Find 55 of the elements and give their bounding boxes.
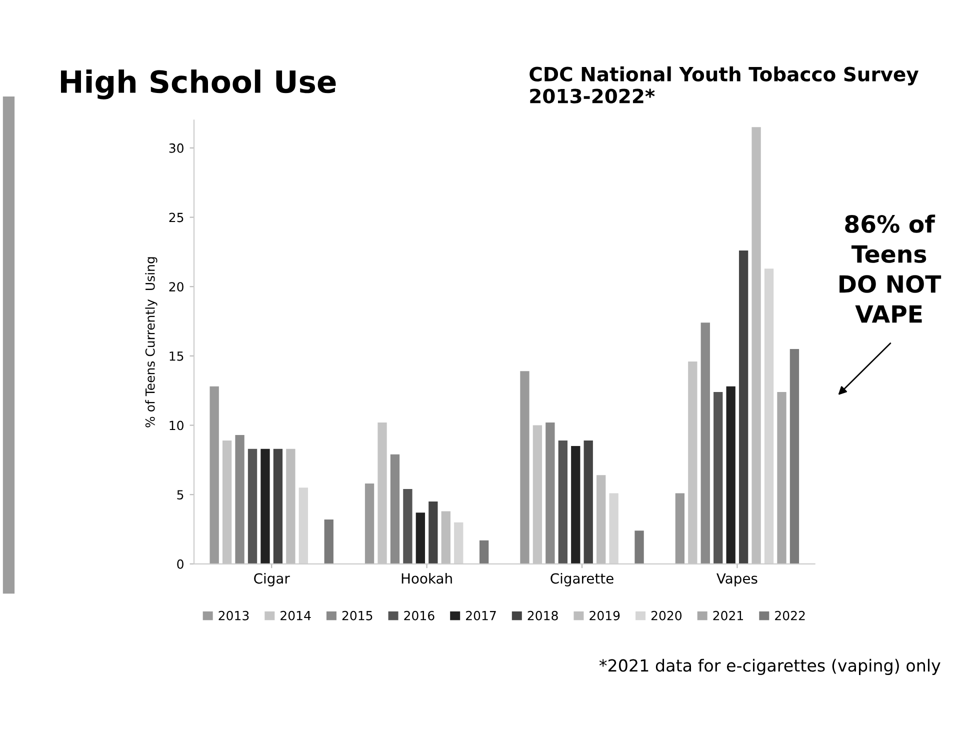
- bar: [520, 371, 530, 564]
- legend-label: 2013: [218, 610, 249, 620]
- bar: [675, 493, 685, 564]
- x-tick-label: Hookah: [402, 572, 452, 584]
- chart-title: High School Use: [61, 70, 336, 100]
- x-tick-label: Vapes: [716, 573, 758, 586]
- bar: [390, 454, 400, 564]
- text: *2021 data for e-cigarettes (vaping) only: [599, 658, 940, 675]
- bar: [596, 475, 606, 564]
- bar: [558, 440, 568, 564]
- bar: [441, 511, 450, 564]
- y-tick-label: 15: [170, 352, 184, 361]
- y-tick-label: 30: [169, 143, 184, 153]
- bar: [738, 250, 748, 564]
- bar: [210, 386, 219, 564]
- bar: [584, 440, 593, 564]
- bar: [726, 386, 736, 564]
- legend-label: 2016: [404, 610, 434, 620]
- bar: [235, 434, 244, 564]
- x-tick-label: Cigarette: [550, 572, 614, 586]
- bar: [714, 392, 723, 564]
- legend-label: 2014: [280, 610, 311, 620]
- y-axis-title: % of Teens Currently Using: [145, 257, 158, 428]
- text: 86% of Teens DO NOT VAPE: [840, 214, 942, 323]
- bar: [571, 446, 580, 564]
- y-tick-label: 0: [177, 559, 184, 569]
- bar: [752, 127, 761, 564]
- legend-label: 2019: [590, 610, 620, 620]
- bar: [248, 448, 258, 564]
- legend-label: 2017: [466, 610, 496, 620]
- bar: [777, 392, 786, 564]
- y-tick-label: 25: [169, 212, 184, 222]
- bar: [324, 520, 334, 564]
- bar: [428, 502, 438, 564]
- bar: [479, 540, 489, 564]
- x-tick-label: Cigar: [254, 572, 290, 586]
- bar: [286, 448, 296, 564]
- bar: [790, 348, 800, 564]
- legend-label: 2021: [713, 610, 743, 620]
- bar: [364, 483, 374, 564]
- bar: [700, 322, 710, 564]
- bar: [273, 448, 283, 564]
- bar: [546, 422, 555, 564]
- chart-subtitle: CDC National Youth Tobacco Survey 2013-2022*: [530, 66, 919, 104]
- bar: [634, 530, 644, 564]
- bar: [260, 448, 270, 564]
- y-tick-label: 5: [177, 490, 184, 500]
- legend-label: 2020: [651, 610, 682, 620]
- y-tick-label: 20: [169, 282, 184, 292]
- bar: [416, 512, 426, 564]
- y-tick-label: 10: [170, 420, 184, 430]
- legend-label: 2022: [775, 610, 805, 620]
- legend-label: 2018: [528, 610, 558, 620]
- bar: [403, 489, 412, 564]
- legend-label: 2015: [342, 610, 372, 620]
